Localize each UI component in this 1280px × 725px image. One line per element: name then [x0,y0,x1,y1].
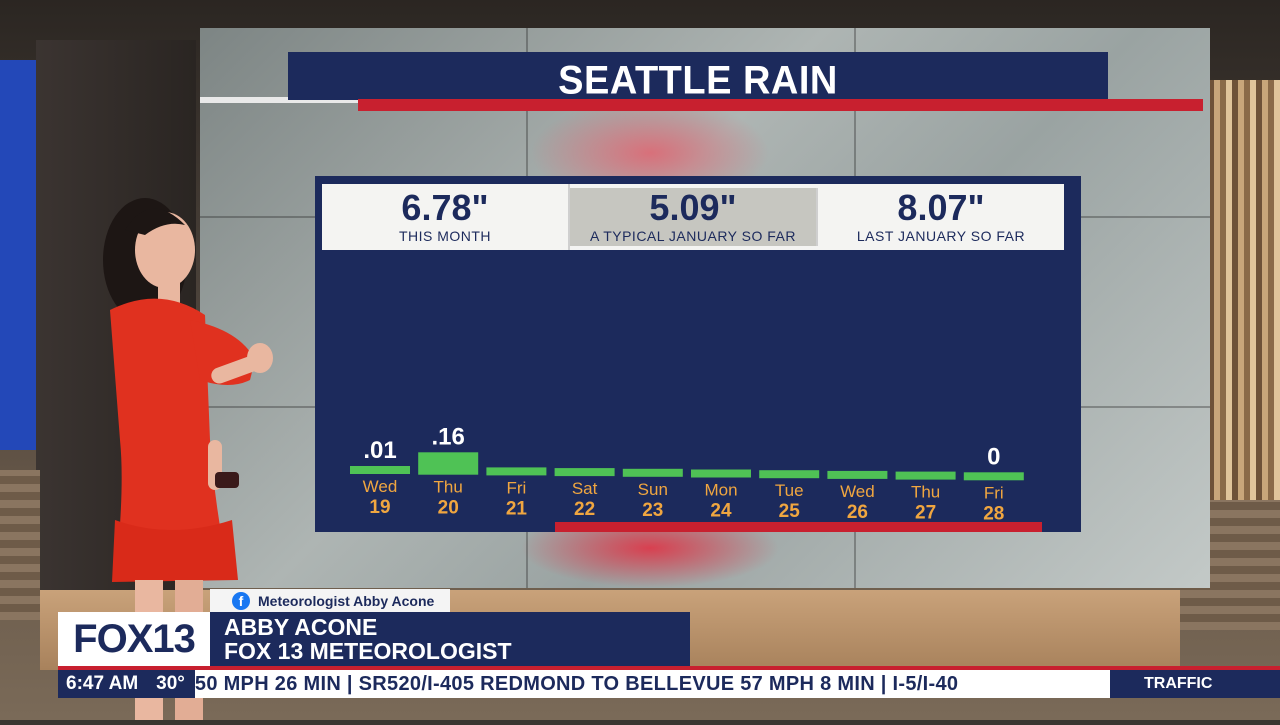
day-name-label: Sat [572,479,598,498]
day-number-label: 28 [983,503,1004,524]
day-name-label: Fri [984,483,1004,502]
day-name-label: Fri [506,478,526,497]
facebook-icon: f [232,591,250,610]
rain-stats-bar: 6.78" THIS MONTH 5.09" A TYPICAL JANUARY… [322,184,1064,250]
rain-bar [350,466,410,474]
stat-label: THIS MONTH [398,228,492,244]
left-stone-wall [0,470,40,620]
day-name-label: Thu [911,483,940,502]
chart-title: SEATTLE RAIN [558,58,838,103]
chart-panel-red-stripe [555,522,1042,532]
rain-bar [759,470,820,479]
rain-bar [554,468,615,477]
presenter [90,190,280,720]
left-blue-panel [0,60,36,450]
presenter-name: ABBY ACONE [224,614,378,640]
day-name-label: Wed [840,482,875,501]
stat-last-january: 8.07" LAST JANUARY SO FAR [818,184,1064,250]
day-name-label: Mon [704,481,737,500]
day-number-label: 24 [710,501,732,522]
day-name-label: Sun [638,480,668,499]
presenter-role: FOX 13 METEOROLOGIST [224,638,512,664]
social-handle: Meteorologist Abby Acone [258,592,435,609]
day-number-label: 27 [915,503,936,524]
stat-typical-january: 5.09" A TYPICAL JANUARY SO FAR [570,188,818,246]
station-logo: FOX13 [58,612,210,666]
ticker-text: 50 MPH 26 MIN | SR520/I-405 REDMOND TO B… [194,672,959,695]
day-number-label: 22 [574,499,595,520]
news-ticker: 6:47 AM 30° 50 MPH 26 MIN | SR520/I-405 … [58,670,1110,698]
ticker-temp: 30° [156,673,185,694]
day-number-label: 21 [506,498,528,519]
stat-this-month: 6.78" THIS MONTH [322,184,570,250]
ticker-section-label: TRAFFIC [1110,670,1280,698]
stat-value: 6.78" [401,187,489,228]
bar-value-label: .01 [363,437,396,464]
ticker-red-stripe [58,666,1280,670]
bar-value-label: 0 [987,443,1000,470]
stat-value: 8.07" [897,187,985,228]
rain-bar [418,452,479,475]
stat-value: 5.09" [649,187,737,228]
time-temp-box: 6:47 AM 30° [58,670,195,698]
station-logo-text: FOX13 [73,616,196,661]
stat-label: A TYPICAL JANUARY SO FAR [590,228,796,244]
day-number-label: 23 [642,500,663,521]
rain-bar [827,470,888,479]
day-number-label: 20 [438,498,459,519]
title-accent-line [200,97,360,103]
day-name-label: Tue [775,481,804,500]
day-number-label: 19 [369,497,390,518]
rain-bar [486,467,547,476]
title-red-stripe [358,99,1203,111]
ticker-time: 6:47 AM [66,673,139,694]
day-number-label: 25 [779,501,801,522]
title-bar [288,52,1108,100]
rain-bar [691,469,751,478]
bar-value-label: .16 [432,423,465,450]
stat-label: LAST JANUARY SO FAR [856,228,1026,244]
day-number-label: 26 [847,502,868,523]
rain-bar [622,468,683,477]
rain-bar [963,472,1024,481]
day-name-label: Thu [434,478,463,497]
day-name-label: Wed [363,477,398,496]
social-handle-tag: f Meteorologist Abby Acone [210,589,450,612]
lower-third: ABBY ACONE FOX 13 METEOROLOGIST [210,612,690,666]
daily-rain-bar-chart: .01Wed19.16Thu20Fri21Sat22Sun23Mon24Tue2… [350,423,1024,524]
rain-bar [895,471,956,480]
